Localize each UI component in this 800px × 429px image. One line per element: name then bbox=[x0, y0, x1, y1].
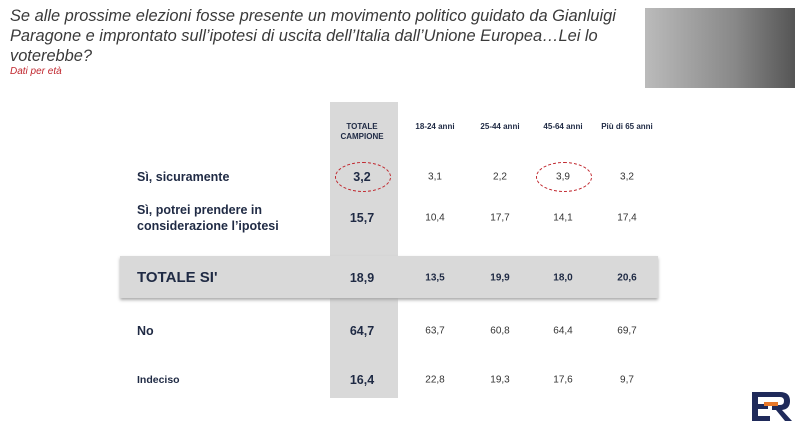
cell-value: 17,7 bbox=[490, 212, 510, 224]
column-header: 18-24 anni bbox=[415, 122, 455, 131]
cell-value: 9,7 bbox=[620, 374, 634, 386]
cell-value: 64,7 bbox=[349, 324, 375, 338]
column-header: TOTALE CAMPIONE bbox=[340, 122, 384, 141]
cell-value: 16,4 bbox=[349, 373, 375, 387]
cell-value: 3,2 bbox=[620, 171, 634, 183]
row-label: No bbox=[137, 324, 154, 338]
column-header: Più di 65 anni bbox=[601, 122, 653, 131]
cell-value: 14,1 bbox=[553, 212, 573, 224]
title: Se alle prossime elezioni fosse presente… bbox=[10, 7, 616, 65]
cell-value: 63,7 bbox=[425, 325, 445, 337]
photo bbox=[645, 8, 795, 88]
column-header: 25-44 anni bbox=[480, 122, 520, 131]
cell-value: 2,2 bbox=[493, 171, 507, 183]
logo bbox=[752, 392, 792, 421]
cell-value: 19,3 bbox=[490, 374, 510, 386]
row-label: TOTALE SI' bbox=[137, 269, 218, 286]
cell-value: 3,1 bbox=[428, 171, 442, 183]
cell-value: 13,5 bbox=[425, 272, 445, 284]
cell-value: 19,9 bbox=[490, 272, 510, 284]
cell-value: 64,4 bbox=[553, 325, 573, 337]
column-header: 45-64 anni bbox=[543, 122, 583, 131]
highlight-circle bbox=[536, 162, 592, 192]
cell-value: 15,7 bbox=[349, 211, 375, 225]
cell-value: 18,0 bbox=[553, 272, 573, 284]
cell-value: 18,9 bbox=[349, 271, 375, 285]
cell-value: 69,7 bbox=[617, 325, 637, 337]
cell-value: 22,8 bbox=[425, 374, 445, 386]
row-label: Sì, potrei prendere in considerazione l’… bbox=[137, 203, 279, 233]
cell-value: 3,2 bbox=[353, 170, 371, 184]
cell-value: 17,6 bbox=[553, 374, 573, 386]
highlight-circle bbox=[335, 162, 391, 192]
cell-value: 10,4 bbox=[425, 212, 445, 224]
cell-value: 3,9 bbox=[556, 171, 570, 183]
cell-value: 20,6 bbox=[617, 272, 637, 284]
cell-value: 17,4 bbox=[617, 212, 637, 224]
row-label: Sì, sicuramente bbox=[137, 170, 230, 184]
cell-value: 60,8 bbox=[490, 325, 510, 337]
row-label: Indeciso bbox=[137, 374, 180, 386]
subtitle: Dati per età bbox=[10, 66, 62, 77]
total-row-band bbox=[120, 256, 658, 298]
total-column-band bbox=[330, 102, 398, 398]
